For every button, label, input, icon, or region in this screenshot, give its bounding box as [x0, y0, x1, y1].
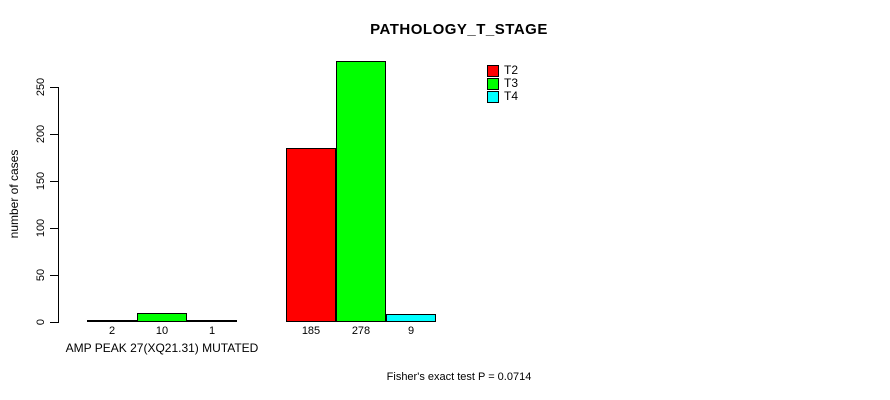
legend-label: T3 [504, 76, 519, 90]
legend-label: T4 [504, 89, 519, 103]
y-tick-mark [50, 87, 58, 88]
bar-value-label: 185 [301, 325, 321, 337]
y-tick-label: 100 [35, 218, 47, 238]
y-tick-mark [50, 322, 58, 323]
y-tick-label: 150 [35, 171, 47, 191]
y-tick-mark [50, 134, 58, 135]
chart-title: PATHOLOGY_T_STAGE [370, 21, 548, 38]
legend-swatch-t2 [487, 64, 499, 77]
bar-value-label: 2 [108, 325, 116, 337]
y-tick-mark [50, 181, 58, 182]
legend-swatch-t3 [487, 77, 499, 90]
legend-item-t2: T2 [487, 64, 518, 77]
bar-value-label: 278 [351, 325, 371, 337]
y-tick-mark [50, 228, 58, 229]
y-tick-label: 200 [35, 124, 47, 144]
legend-item-t4: T4 [487, 90, 518, 103]
y-tick-label: 0 [35, 318, 47, 326]
bar-t3-group1 [137, 313, 187, 322]
bar-value-label: 9 [407, 325, 415, 337]
legend-item-t3: T3 [487, 77, 518, 90]
y-tick-mark [50, 275, 58, 276]
bar-t4-group1 [187, 320, 237, 322]
legend-swatch-t4 [487, 90, 499, 103]
bar-t4-group2 [386, 314, 436, 322]
y-axis-line [58, 87, 59, 323]
bar-t2-group2 [286, 148, 336, 322]
y-tick-label: 50 [35, 268, 47, 282]
legend: T2 T3 T4 [487, 64, 518, 103]
x-axis-label: AMP PEAK 27(XQ21.31) MUTATED [65, 341, 259, 355]
legend-label: T2 [504, 63, 519, 77]
y-tick-label: 250 [35, 77, 47, 97]
bar-value-label: 1 [208, 325, 216, 337]
bar-t3-group2 [336, 61, 386, 322]
bar-t2-group1 [87, 320, 137, 322]
fisher-test-annotation: Fisher's exact test P = 0.0714 [386, 371, 532, 383]
bar-value-label: 10 [155, 325, 169, 337]
